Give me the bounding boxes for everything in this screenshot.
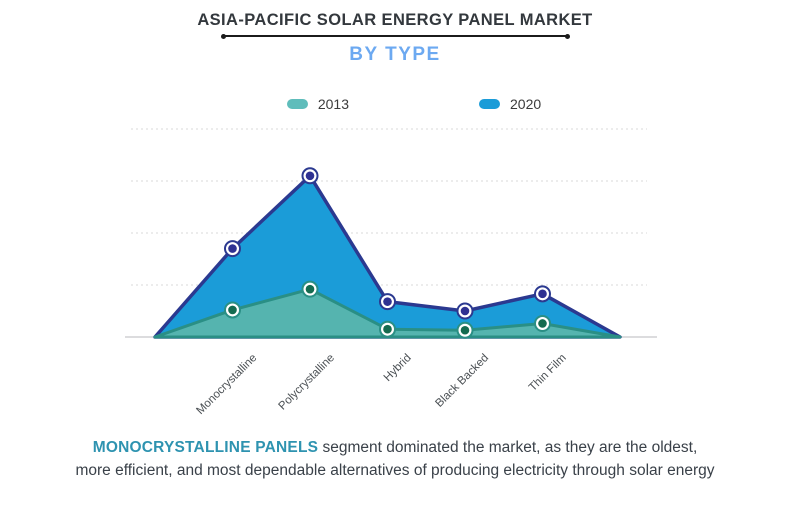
legend-label-2013: 2013 [317, 96, 349, 112]
area-series-2013 [153, 287, 622, 339]
caption-line-1: MONOCRYSTALLINE PANELS segment dominated… [0, 436, 790, 459]
caption-highlight: MONOCRYSTALLINE PANELS [92, 439, 319, 456]
data-point-2013-1[interactable] [301, 280, 319, 298]
data-point-2013-2[interactable] [379, 320, 396, 338]
data-point-2020-4[interactable] [534, 285, 551, 303]
legend-label-2020: 2020 [510, 96, 542, 112]
legend-swatch-2020-icon [479, 99, 500, 109]
page-title: ASIA-PACIFIC SOLAR ENERGY PANEL MARKET [197, 11, 593, 29]
legend-item-2020[interactable]: 2020 [479, 96, 541, 112]
caption-text: MONOCRYSTALLINE PANELS segment dominated… [0, 436, 790, 482]
data-point-2020-2[interactable] [379, 293, 396, 311]
data-point-2020-0[interactable] [224, 240, 241, 258]
caption-line-2: more efficient, and most dependable alte… [75, 462, 715, 479]
legend-item-2013[interactable]: 2013 [286, 96, 349, 112]
title-underline-decoration [220, 33, 570, 39]
chart-legend: 2013 2020 [19, 96, 790, 112]
data-point-2020-3[interactable] [456, 302, 474, 320]
data-point-2020-1[interactable] [301, 167, 319, 185]
caption-line-1-rest: segment dominated the market, as they ar… [318, 439, 698, 456]
data-point-2013-3[interactable] [456, 321, 474, 339]
area-chart: Monocrystalline Polycrystalline Hybrid Blac… [125, 115, 665, 435]
page-subtitle: BY TYPE [349, 44, 441, 65]
chart-svg [125, 128, 657, 339]
legend-swatch-2013-icon [286, 99, 308, 109]
area-series-2020 [153, 174, 622, 339]
data-point-2013-0[interactable] [224, 301, 241, 319]
data-point-2013-4[interactable] [534, 314, 551, 332]
